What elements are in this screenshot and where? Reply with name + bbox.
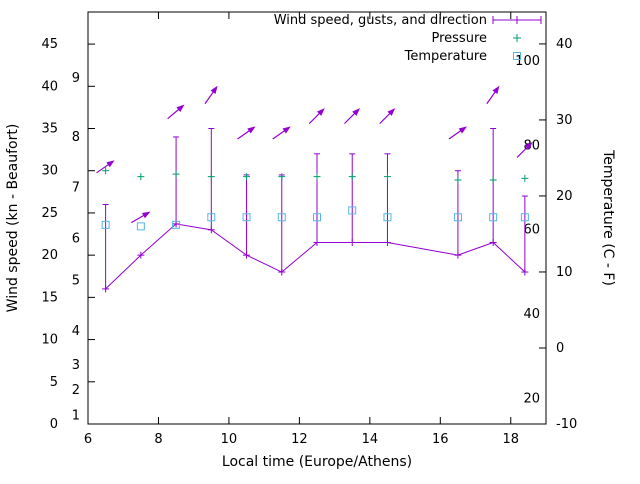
y-left-axis-title: Wind speed (kn - Beaufort) xyxy=(5,124,21,313)
knots-tick-label: 20 xyxy=(41,248,58,263)
temperature-marker xyxy=(453,213,462,222)
knots-tick-label: 35 xyxy=(41,122,58,137)
wind-speed-line xyxy=(105,223,526,290)
knots-tick-label: 40 xyxy=(41,79,58,94)
y-right-axis-title: Temperature (C - F) xyxy=(600,149,616,286)
fahrenheit-tick-label: 60 xyxy=(523,223,540,238)
beaufort-tick-label: 3 xyxy=(72,358,80,373)
temperature-marker xyxy=(489,213,498,222)
knots-tick-label: 0 xyxy=(50,417,58,432)
celsius-tick-label: 20 xyxy=(556,189,573,204)
wind-arrow-icon xyxy=(141,211,151,219)
knots-tick-label: 25 xyxy=(41,206,58,221)
x-tick-label: 8 xyxy=(154,432,162,447)
celsius-tick-label: -10 xyxy=(556,417,577,432)
wind-arrow-icon xyxy=(247,126,256,134)
beaufort-tick-label: 9 xyxy=(72,71,80,86)
wind-arrow-icon xyxy=(524,141,533,150)
beaufort-tick-label: 5 xyxy=(72,273,80,288)
knots-tick-label: 15 xyxy=(41,290,58,305)
fahrenheit-tick-label: 100 xyxy=(515,54,540,69)
wind-arrow-icon xyxy=(458,126,467,134)
plot-border xyxy=(87,11,547,425)
wind-direction-arrows xyxy=(96,85,533,224)
x-axis: 6 8 10 12 14 16 18 Local time (Europe/Athens) xyxy=(84,12,519,470)
temperature-marker xyxy=(172,220,181,229)
beaufort-tick-label: 2 xyxy=(72,383,80,398)
temperature-marker xyxy=(136,222,145,231)
beaufort-tick-label: 8 xyxy=(72,130,80,145)
beaufort-tick-label: 7 xyxy=(72,181,80,196)
temperature-marker xyxy=(520,213,529,222)
celsius-tick-label: 0 xyxy=(556,341,564,356)
wind-arrow-icon xyxy=(210,85,218,95)
knots-tick-label: 5 xyxy=(50,375,58,390)
wind-arrow-icon xyxy=(352,108,361,116)
fahrenheit-tick-label: 40 xyxy=(523,307,540,322)
knots-tick-label: 10 xyxy=(41,333,58,348)
celsius-tick-label: 30 xyxy=(556,113,573,128)
temperature-marker xyxy=(277,213,286,222)
beaufort-tick-label: 6 xyxy=(72,231,80,246)
y-axis-right: -10 0 10 20 30 40 20 40 60 80 100 Temperature (C - … xyxy=(515,37,616,432)
pressure-points xyxy=(102,167,529,184)
temperature-marker xyxy=(242,213,251,222)
x-axis-title: Local time (Europe/Athens) xyxy=(222,454,412,470)
legend: Wind speed, gusts, and direction Pressure… xyxy=(274,13,542,64)
temperature-marker xyxy=(348,206,357,215)
temperature-marker xyxy=(207,213,216,222)
fahrenheit-tick-label: 80 xyxy=(523,138,540,153)
legend-label-1: Pressure xyxy=(431,31,487,46)
wind-speed-points xyxy=(102,220,529,293)
plot-frame xyxy=(87,11,547,425)
fahrenheit-tick-label: 20 xyxy=(523,392,540,407)
x-tick-label: 12 xyxy=(291,432,308,447)
celsius-tick-label: 40 xyxy=(556,37,573,52)
knots-tick-label: 30 xyxy=(41,164,58,179)
wind-arrow-icon xyxy=(106,160,115,168)
temperature-marker xyxy=(101,220,110,229)
wind-arrow-icon xyxy=(492,85,500,95)
wind-arrow-icon xyxy=(176,104,185,112)
x-tick-label: 6 xyxy=(84,432,92,447)
beaufort-tick-label: 4 xyxy=(72,324,80,339)
legend-square-marker xyxy=(513,52,521,60)
x-tick-label: 16 xyxy=(432,432,449,447)
wind-arrow-icon xyxy=(387,108,396,116)
knots-tick-label: 45 xyxy=(41,37,58,52)
celsius-tick-label: 10 xyxy=(556,265,573,280)
temperature-points xyxy=(101,206,529,231)
temperature-marker xyxy=(383,213,392,222)
x-tick-label: 18 xyxy=(502,432,519,447)
legend-label-2: Temperature xyxy=(404,49,487,64)
wind-gust-bars xyxy=(102,128,528,289)
wind-arrow-icon xyxy=(282,126,291,134)
x-tick-label: 14 xyxy=(362,432,379,447)
x-tick-label: 10 xyxy=(221,432,238,447)
temperature-marker xyxy=(313,213,321,222)
legend-label-0: Wind speed, gusts, and direction xyxy=(274,13,487,28)
beaufort-tick-label: 1 xyxy=(72,409,80,424)
wind-arrow-icon xyxy=(317,108,325,116)
